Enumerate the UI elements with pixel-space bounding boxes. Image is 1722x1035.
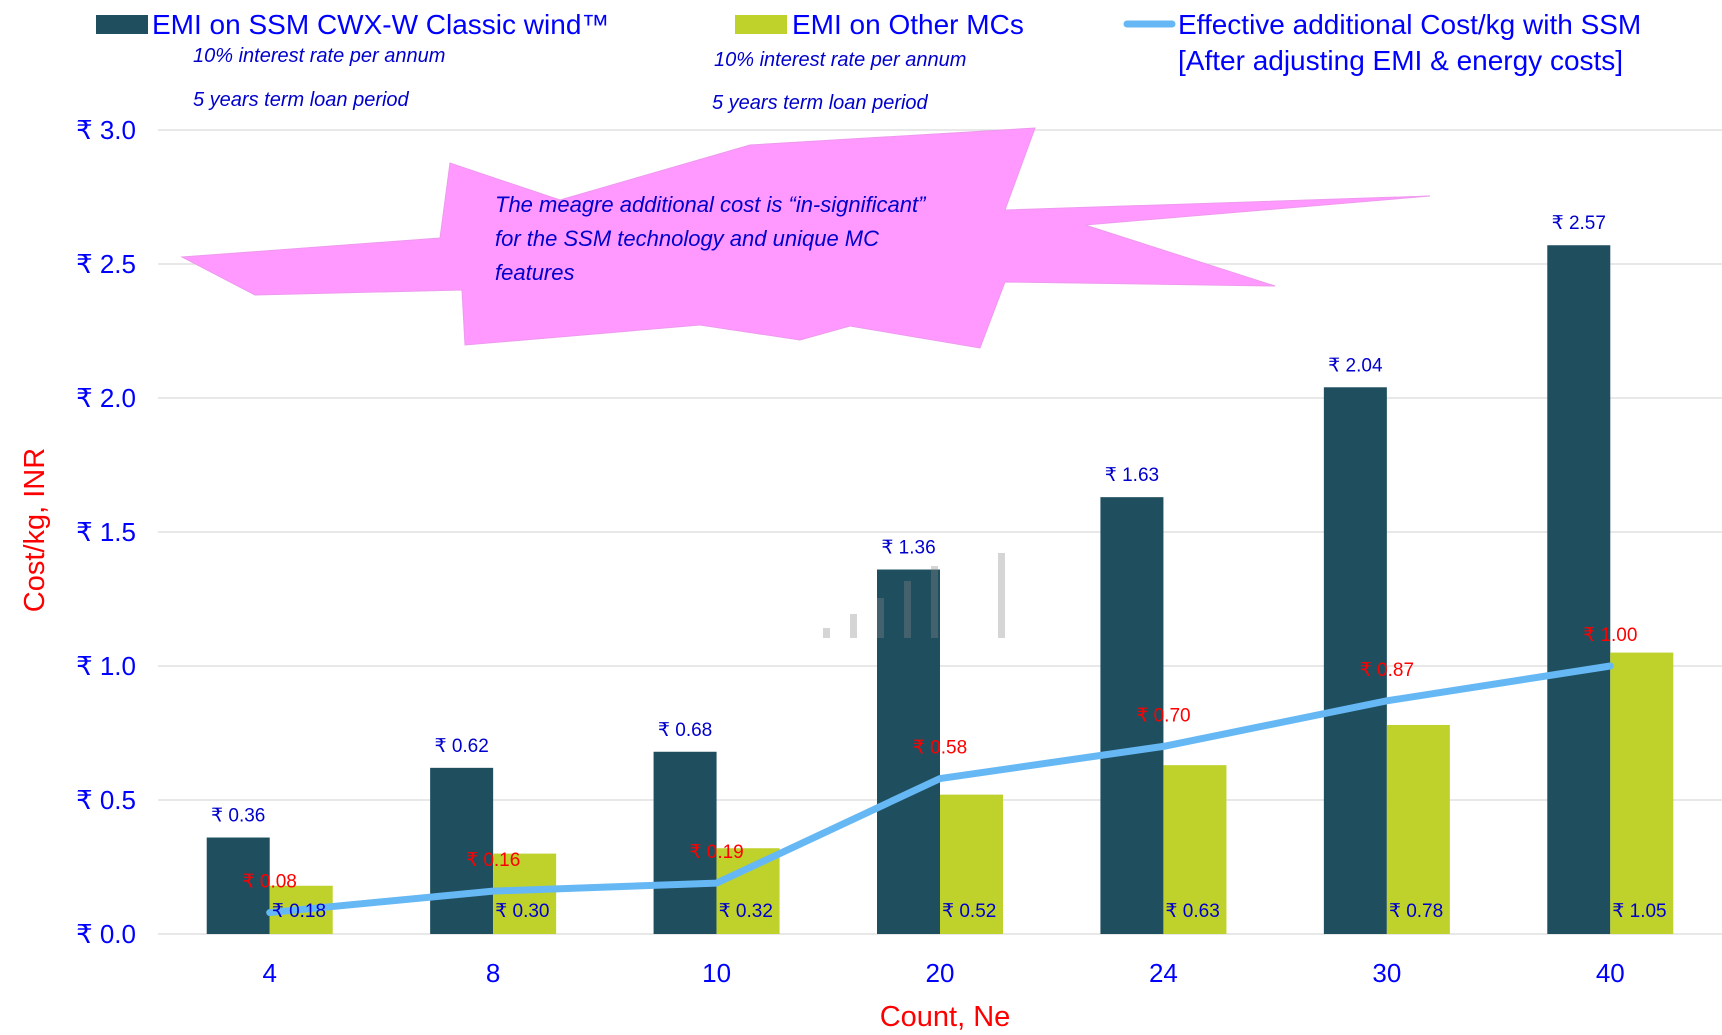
data-label-effective: ₹ 0.70 [1136,705,1190,726]
bar-ssm [430,767,494,934]
line-series [266,662,1614,917]
bar-ssm [206,837,270,934]
callout-star-shape [180,127,1431,349]
callout-line-3: features [495,260,575,285]
legend-label-other: EMI on Other MCs [792,9,1024,40]
bar-ssm [1547,245,1611,935]
data-label-other: ₹ 0.63 [1165,901,1219,922]
legend-swatch-other [735,15,787,34]
data-label-effective: ₹ 0.08 [243,872,297,893]
line-point [1609,665,1612,667]
data-label-other: ₹ 0.32 [719,901,773,922]
data-label-other: ₹ 0.52 [942,901,996,922]
y-tick-label: ₹ 0.0 [76,919,136,949]
data-label-effective: ₹ 0.16 [466,850,520,871]
data-label-other: ₹ 0.78 [1389,901,1443,922]
x-tick-label: 40 [1596,958,1625,988]
data-label-effective: ₹ 0.87 [1360,660,1414,681]
legend-label-effective-line2: [After adjusting EMI & energy costs] [1178,45,1623,76]
data-label-effective: ₹ 0.19 [689,842,743,863]
line-point [1162,745,1165,748]
y-tick-label: ₹ 0.5 [76,785,136,815]
legend-label-ssm: EMI on SSM CWX-W Classic wind™ [152,9,609,40]
legend-note-ssm-2: 5 years term loan period [193,89,410,111]
legend-note-other-1: 10% interest rate per annum [714,49,966,71]
legend: EMI on SSM CWX-W Classic wind™ 10% inter… [96,9,1641,114]
bar-other [1163,765,1227,934]
line-point [1385,699,1388,702]
bars [206,245,1674,935]
x-axis-ticks: 4 8 10 20 24 30 40 [262,958,1624,988]
y-axis-ticks: ₹ 0.0 ₹ 0.5 ₹ 1.0 ₹ 1.5 ₹ 2.0 ₹ 2.5 ₹ 3.0 [76,115,136,949]
y-tick-label: ₹ 2.5 [76,249,136,279]
bar-ssm [1100,497,1164,934]
watermark-bars-icon [823,553,1005,638]
bar-other [940,794,1003,934]
data-label-ssm: ₹ 0.62 [434,736,488,757]
bar-other [1610,652,1674,934]
x-tick-label: 8 [486,958,500,988]
y-tick-label: ₹ 3.0 [76,115,136,145]
bar-other [1386,724,1450,934]
x-tick-label: 10 [702,958,731,988]
y-tick-label: ₹ 1.0 [76,651,136,681]
line-point [715,882,718,885]
data-label-other: ₹ 0.30 [495,901,549,922]
bar-ssm [877,569,940,934]
x-tick-label: 4 [262,958,276,988]
legend-note-ssm-1: 10% interest rate per annum [193,45,445,67]
bar-other [716,848,780,934]
y-tick-label: ₹ 1.5 [76,517,136,547]
data-label-ssm: ₹ 1.63 [1105,465,1159,486]
data-label-ssm: ₹ 2.57 [1552,213,1606,234]
y-axis-title: Cost/kg, INR [19,448,51,612]
line-point [492,890,495,893]
data-label-ssm: ₹ 0.68 [658,720,712,741]
data-label-ssm: ₹ 0.36 [211,806,265,827]
x-tick-label: 30 [1372,958,1401,988]
data-label-effective: ₹ 1.00 [1583,625,1637,646]
callout: The meagre additional cost is “in-signif… [180,127,1431,349]
x-axis-title: Count, Ne [880,1001,1011,1033]
data-label-other: ₹ 1.05 [1612,901,1666,922]
data-label-other: ₹ 0.18 [272,901,326,922]
legend-label-effective: Effective additional Cost/kg with SSM [1178,9,1641,40]
bar-ssm [1323,387,1387,934]
data-label-effective: ₹ 0.58 [913,738,967,759]
x-tick-label: 20 [926,958,955,988]
data-labels: ₹ 0.36 ₹ 0.18 ₹ 0.08 ₹ 0.62 ₹ 0.30 ₹ 0.16 ₹ 0.… [211,213,1667,922]
x-tick-label: 24 [1149,958,1178,988]
callout-line-2: for the SSM technology and unique MC [495,226,879,251]
legend-note-other-2: 5 years term loan period [712,92,929,114]
y-tick-label: ₹ 2.0 [76,383,136,413]
line-point [939,777,941,780]
data-label-ssm: ₹ 2.04 [1328,355,1383,376]
bar-ssm [653,751,717,934]
data-label-ssm: ₹ 1.36 [881,538,935,559]
callout-line-1: The meagre additional cost is “in-signif… [495,192,927,217]
legend-swatch-ssm [96,15,148,34]
line-point [268,911,271,914]
